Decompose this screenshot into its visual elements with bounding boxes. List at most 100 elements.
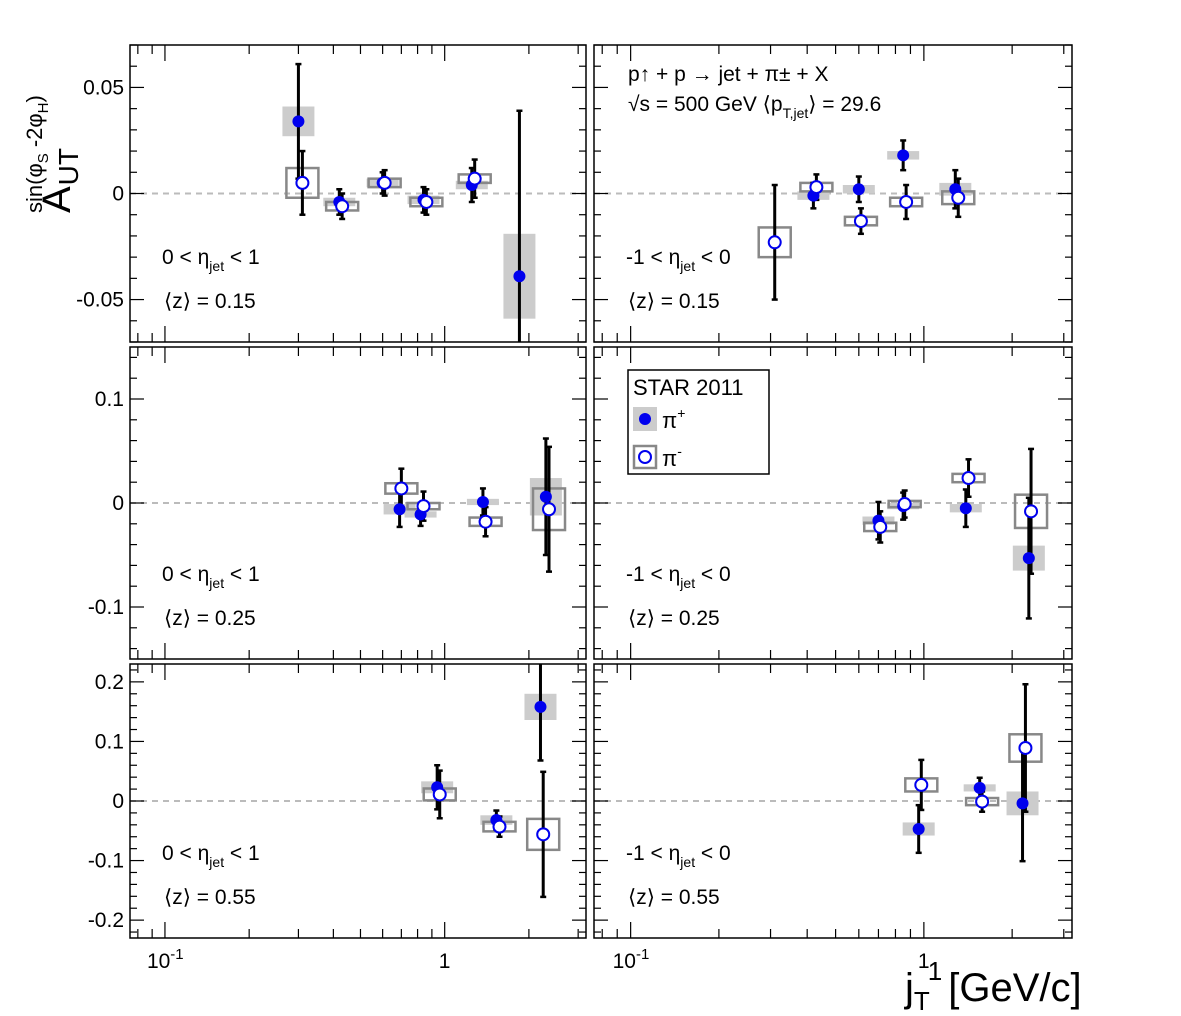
x-tick-label-base: 10: [147, 950, 170, 973]
y-tick-label: 0.05: [83, 76, 124, 99]
reaction-line-2-a: √s = 500 GeV ⟨p: [628, 93, 783, 116]
y-tick-label: 0.1: [95, 730, 124, 753]
y-axis-title-superscript: sin(φS -2φH): [22, 95, 52, 213]
eta-range-post: < 0: [695, 563, 731, 586]
y-tick-label: 0: [112, 183, 124, 206]
panel-r1c0: -0.1 0 0.1 0 < ηjet < 1 ⟨z⟩ = 0.25: [88, 346, 587, 660]
x-tick-label-0p1: 10-1: [147, 946, 184, 973]
pi-minus-point: [295, 175, 310, 190]
pi-plus-point: [534, 700, 547, 713]
legend-pi-minus-box: [632, 444, 658, 470]
eta-range-sub: jet: [679, 575, 695, 591]
panel-data: [902, 683, 1043, 863]
reaction-line-2-b: ⟩ = 29.6: [808, 93, 881, 116]
y-sup-c: ): [22, 95, 47, 102]
reaction-line-2: √s = 500 GeV ⟨pT,jet⟩ = 29.6: [628, 93, 881, 121]
pi-plus-point: [539, 490, 552, 503]
y-tick-label: 0.2: [95, 671, 124, 694]
eta-range-pre: 0 < η: [162, 563, 209, 586]
legend-pi-plus-name: π: [662, 408, 677, 433]
eta-range-label: 0 < ηjet < 1: [162, 842, 260, 870]
z-label: ⟨z⟩ = 0.15: [628, 290, 720, 313]
eta-range-post: < 1: [224, 246, 260, 269]
y-axis-title-main: A: [35, 186, 79, 213]
pi-minus-point: [767, 235, 782, 250]
x-tick-label-base: 10: [613, 950, 636, 973]
eta-range-label: -1 < ηjet < 0: [626, 563, 731, 591]
eta-range-sub: jet: [679, 854, 695, 870]
eta-range-sub: jet: [208, 258, 224, 274]
pi-plus-point: [897, 149, 910, 162]
legend-pi-plus-sup: +: [677, 405, 685, 421]
pi-minus-point: [419, 194, 434, 209]
pi-minus-point: [961, 471, 976, 486]
pi-minus-point: [335, 199, 350, 214]
legend-pi-minus-label: π-: [662, 443, 682, 471]
reaction-line-2-sub: T,jet: [783, 105, 809, 121]
x-axis-title-sub: T: [914, 986, 930, 1016]
panel-r0c0: -0.05 0 0.05 0 < ηjet < 1 ⟨z⟩ = 0.15: [76, 44, 587, 343]
z-label: ⟨z⟩ = 0.15: [164, 290, 256, 313]
eta-range-sub: jet: [679, 258, 695, 274]
eta-range-label: 0 < ηjet < 1: [162, 246, 260, 274]
x-axis-title-unit: [GeV/c]: [948, 966, 1081, 1010]
pi-minus-point: [1018, 740, 1033, 755]
pi-plus-point: [959, 502, 972, 515]
y-sup-a: sin(φ: [22, 163, 47, 213]
pi-minus-point: [416, 499, 431, 514]
x-tick-label-1: 1: [918, 950, 930, 973]
pi-minus-point: [492, 819, 507, 834]
legend-title: STAR 2011: [633, 375, 743, 400]
panel-r2c1: 10-1 1 -1 < ηjet < 0 ⟨z⟩ = 0.55: [593, 663, 1073, 973]
x-tick-label-0p1: 10-1: [613, 946, 650, 973]
pi-plus-point: [912, 822, 925, 835]
y-tick-label: -0.2: [88, 909, 124, 932]
y-tick-label: -0.1: [88, 850, 124, 873]
pi-minus-point: [1024, 504, 1039, 519]
pi-minus-point: [536, 827, 551, 842]
legend-pi-plus-label: π+: [662, 405, 685, 433]
pi-plus-point: [292, 115, 305, 128]
y-axis-title: AUT: [35, 148, 84, 213]
x-axis-title-sup: 1: [928, 956, 942, 986]
y-sup-h: H: [35, 102, 52, 113]
y-axis-title-sub: UT: [53, 148, 84, 185]
pi-minus-point: [897, 497, 912, 512]
eta-range-pre: 0 < η: [162, 842, 209, 865]
y-tick-label: -0.05: [76, 289, 124, 312]
eta-range-pre: 0 < η: [162, 246, 209, 269]
panel-data: [757, 139, 976, 301]
pi-plus-point: [1022, 552, 1035, 565]
pi-plus-point: [852, 183, 865, 196]
panel-data: [421, 664, 561, 899]
legend: STAR 2011 π+ π-: [627, 369, 770, 475]
panel-data: [282, 62, 536, 342]
legend-pi-minus-sup: -: [677, 443, 682, 459]
reaction-line-1: p↑ + p → jet + π± + X: [628, 63, 829, 86]
pi-minus-point: [809, 180, 824, 195]
eta-range-pre: -1 < η: [626, 563, 680, 586]
pi-plus-point: [1016, 797, 1029, 810]
x-tick-label-exp: -1: [636, 946, 649, 963]
pi-plus-point: [393, 503, 406, 516]
panel-data: [862, 447, 1049, 620]
x-axis-title-main: j: [904, 966, 914, 1010]
pi-plus-point: [513, 270, 526, 283]
pi-minus-point: [899, 194, 914, 209]
eta-range-label: 0 < ηjet < 1: [162, 563, 260, 591]
y-tick-label: 0: [112, 790, 124, 813]
pi-minus-point: [542, 502, 557, 517]
pi-minus-point: [478, 514, 493, 529]
pi-minus-point: [394, 481, 409, 496]
pi-minus-point: [467, 171, 482, 186]
eta-range-pre: -1 < η: [626, 246, 680, 269]
pi-plus-point: [973, 781, 986, 794]
z-label: ⟨z⟩ = 0.55: [628, 886, 720, 909]
eta-range-label: -1 < ηjet < 0: [626, 246, 731, 274]
eta-range-pre: -1 < η: [626, 842, 680, 865]
pi-minus-point: [853, 214, 868, 229]
eta-range-post: < 1: [224, 842, 260, 865]
eta-range-label: -1 < ηjet < 0: [626, 842, 731, 870]
